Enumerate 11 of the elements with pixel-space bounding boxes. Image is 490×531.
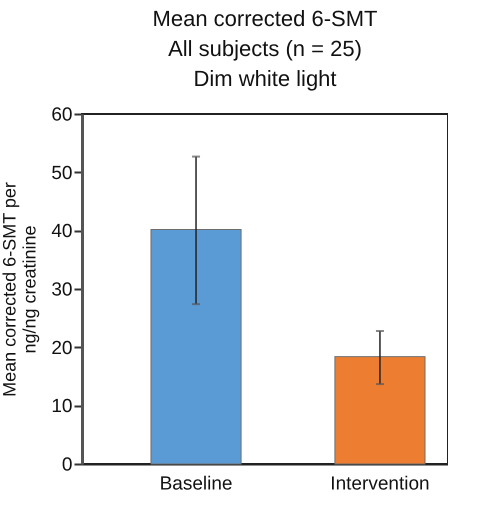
y-tick-label: 30: [51, 280, 72, 300]
y-tick-label: 50: [51, 162, 72, 184]
y-axis-title: Mean corrected 6-SMT per ng/ng creatinine: [0, 182, 40, 397]
x-tick-label: Baseline: [160, 474, 232, 494]
y-tick-label: 20: [51, 338, 72, 359]
x-tick-label: Intervention: [330, 474, 430, 494]
y-tick-label: 0: [62, 454, 72, 476]
y-tick-label: 10: [51, 396, 72, 418]
chart-title: Mean corrected 6-SMT All subjects (n = 25) Dim white light: [152, 6, 378, 91]
y-tick-label: 40: [51, 221, 72, 242]
y-tick-label: 60: [51, 104, 72, 126]
